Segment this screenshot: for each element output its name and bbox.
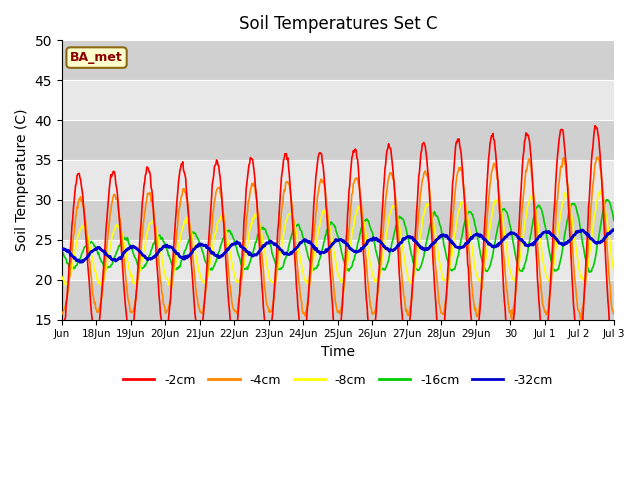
Legend: -2cm, -4cm, -8cm, -16cm, -32cm: -2cm, -4cm, -8cm, -16cm, -32cm xyxy=(118,369,557,392)
Bar xyxy=(62,200,614,240)
Bar xyxy=(62,240,614,280)
Y-axis label: Soil Temperature (C): Soil Temperature (C) xyxy=(15,108,29,251)
Bar xyxy=(62,80,614,120)
Bar xyxy=(62,280,614,320)
Bar xyxy=(62,40,614,80)
Text: BA_met: BA_met xyxy=(70,51,123,64)
Title: Soil Temperatures Set C: Soil Temperatures Set C xyxy=(239,15,437,33)
Bar xyxy=(62,160,614,200)
X-axis label: Time: Time xyxy=(321,345,355,359)
Bar xyxy=(62,120,614,160)
